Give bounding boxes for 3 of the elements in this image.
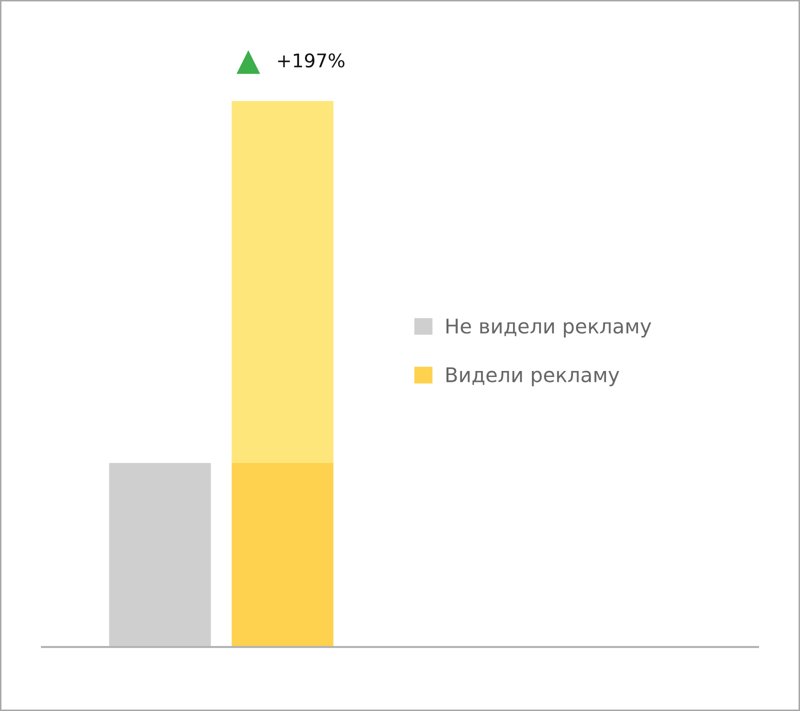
legend-label: Видели рекламу [446, 367, 620, 386]
legend-label: Не видели рекламу [446, 318, 652, 338]
annotation: +197% [278, 53, 344, 68]
